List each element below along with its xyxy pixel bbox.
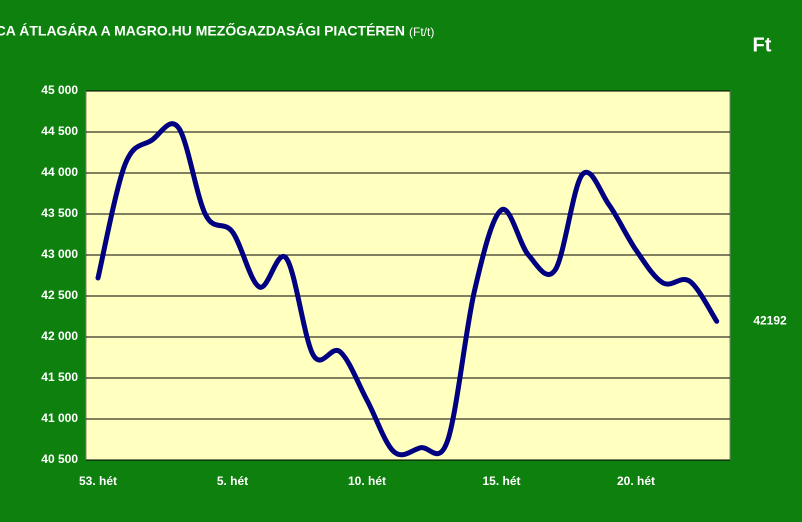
title-unit: (Ft/t) <box>409 25 434 39</box>
y-tick-label: 42 500 <box>41 288 78 302</box>
y-tick-label: 44 500 <box>41 124 78 138</box>
y-tick-label: 41 500 <box>41 370 78 384</box>
y-tick-label: 40 500 <box>41 452 78 466</box>
y-tick-label: 45 000 <box>41 83 78 97</box>
price-line <box>95 121 720 458</box>
data-label: 42192 <box>753 313 787 327</box>
y-tick-label: 44 000 <box>41 165 78 179</box>
x-tick-label: 53. hét <box>79 474 117 488</box>
y-tick-label: 43 500 <box>41 206 78 220</box>
unit-badge: Ft <box>753 34 772 56</box>
y-tick-label: 42 000 <box>41 329 78 343</box>
plot-area <box>85 90 731 461</box>
x-tick-label: 15. hét <box>482 474 520 488</box>
chart-title: A KUKORICA ÁTLAGÁRA A MAGRO.HU MEZŐGAZDA… <box>0 22 405 39</box>
x-tick-label: 5. hét <box>217 474 248 488</box>
y-tick-label: 41 000 <box>41 411 78 425</box>
x-tick-label: 20. hét <box>617 474 655 488</box>
y-tick-label: 43 000 <box>41 247 78 261</box>
x-tick-label: 10. hét <box>348 474 386 488</box>
